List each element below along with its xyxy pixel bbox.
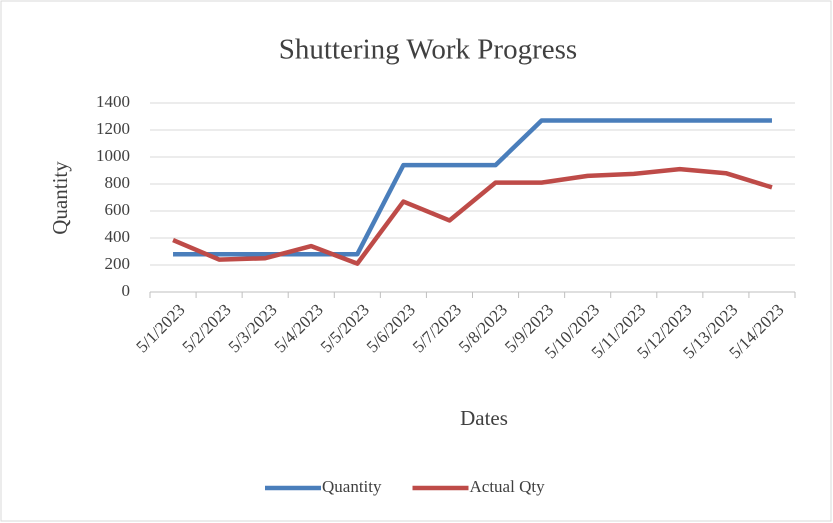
chart-title: Shuttering Work Progress [279,34,577,66]
y-tick-label: 0 [122,281,131,300]
y-tick-label: 400 [105,227,131,246]
y-tick-label: 1200 [96,119,130,138]
y-tick-label: 800 [105,173,131,192]
series-line [172,166,773,266]
y-axis-label: Quantity [48,161,72,235]
legend-label: Actual Qty [470,477,546,496]
legend-label: Quantity [322,477,382,496]
y-tick-label: 1000 [96,146,130,165]
y-tick-label: 600 [105,200,131,219]
x-axis-label: Dates [460,406,508,430]
y-tick-label: 1400 [96,92,130,111]
y-tick-label: 200 [105,254,131,273]
